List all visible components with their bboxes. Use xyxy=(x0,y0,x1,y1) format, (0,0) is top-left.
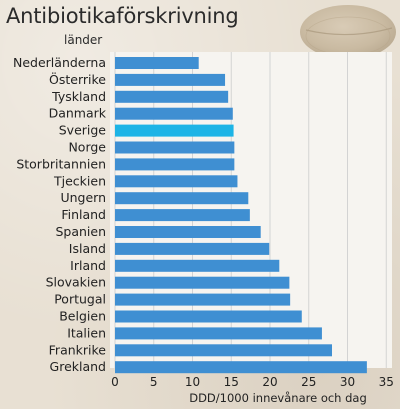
bar-country xyxy=(115,259,280,272)
bar-country xyxy=(115,57,199,69)
category-label: Finland xyxy=(61,207,106,222)
category-label: Danmark xyxy=(49,106,107,121)
chart-title: Antibiotikaförskrivning xyxy=(6,4,239,28)
category-label: Spanien xyxy=(55,224,106,239)
x-tick-label: 10 xyxy=(185,375,200,389)
bar-country xyxy=(115,226,261,238)
x-tick-label: 35 xyxy=(379,375,394,389)
bar-country xyxy=(115,293,291,306)
bar-country xyxy=(115,107,233,120)
bar-highlighted xyxy=(115,124,234,137)
bar-country xyxy=(115,361,367,374)
x-tick-label: 25 xyxy=(301,375,316,389)
category-label: Ungern xyxy=(60,190,106,205)
category-label: Tjeckien xyxy=(53,173,106,188)
bar-country xyxy=(115,192,249,205)
bar-country xyxy=(115,327,322,340)
category-label: Frankrike xyxy=(49,342,107,357)
bar-country xyxy=(115,158,235,171)
bar-country xyxy=(115,73,226,86)
category-label: Italien xyxy=(67,325,106,340)
x-axis-title: DDD/1000 innevånare och dag xyxy=(189,391,367,405)
category-label: Tyskland xyxy=(51,89,106,104)
x-tick-label: 5 xyxy=(150,375,158,389)
category-label: Norge xyxy=(68,140,106,155)
category-label: Nederländerna xyxy=(13,55,106,70)
x-tick-label: 30 xyxy=(340,375,355,389)
x-tick-label: 20 xyxy=(262,375,277,389)
category-label: Grekland xyxy=(50,359,106,374)
bar-country xyxy=(115,90,229,103)
bar-country xyxy=(115,209,250,222)
category-label: Portugal xyxy=(54,292,106,307)
bar-country xyxy=(115,310,302,323)
bar-country xyxy=(115,276,290,289)
category-axis-label: länder xyxy=(64,33,103,47)
bar-country xyxy=(115,141,235,154)
category-label: Slovakien xyxy=(46,275,106,290)
bar-country xyxy=(115,344,332,357)
category-label: Irland xyxy=(70,258,106,273)
x-tick-label: 15 xyxy=(224,375,239,389)
bar-country xyxy=(115,242,270,255)
category-label: Island xyxy=(69,241,106,256)
category-label: Storbritannien xyxy=(16,156,106,171)
bars xyxy=(115,57,367,374)
category-label: Belgien xyxy=(59,309,106,324)
category-label: Sverige xyxy=(59,123,107,138)
x-tick-label: 0 xyxy=(111,375,119,389)
bar-country xyxy=(115,175,238,188)
x-tick-labels: 0 5 10 15 20 25 30 35 xyxy=(111,375,394,389)
category-label: Österrike xyxy=(49,71,106,87)
